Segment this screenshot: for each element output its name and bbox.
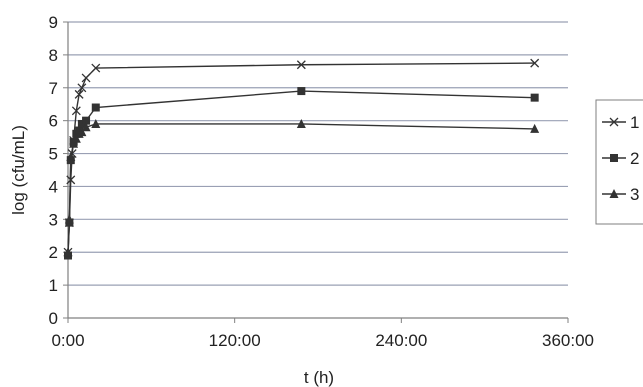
data-point <box>71 106 81 116</box>
data-point <box>296 60 306 70</box>
data-point <box>91 103 100 112</box>
legend-marker <box>610 154 618 162</box>
y-tick-label: 6 <box>49 112 58 131</box>
y-tick-label: 2 <box>49 243 58 262</box>
legend-item-1: 1 <box>602 113 639 132</box>
data-point <box>81 73 91 83</box>
legend-label: 3 <box>630 185 639 204</box>
legend: 1 2 3 <box>595 99 643 225</box>
y-tick-label: 5 <box>49 145 58 164</box>
data-point <box>297 87 306 96</box>
data-point <box>530 58 540 68</box>
series-group <box>63 58 540 260</box>
data-point <box>66 151 76 161</box>
data-point <box>74 89 84 99</box>
legend-label: 1 <box>630 113 639 132</box>
y-tick-label: 9 <box>49 13 58 32</box>
y-tick-label: 4 <box>49 177 58 196</box>
data-point <box>71 133 81 143</box>
x-tick-label: 360:00 <box>542 331 594 350</box>
data-point <box>91 63 101 73</box>
grid-lines <box>68 21 568 286</box>
series-3 <box>63 118 540 257</box>
x-axis-title: t (h) <box>304 368 334 387</box>
x-tick-label: 240:00 <box>375 331 427 350</box>
data-point <box>81 122 91 132</box>
data-point <box>82 116 91 125</box>
x-tick-label: 120:00 <box>209 331 261 350</box>
data-point <box>69 138 79 148</box>
series-2 <box>64 87 539 260</box>
legend-item-2: 2 <box>602 149 639 168</box>
y-tick-label: 1 <box>49 276 58 295</box>
series-line <box>67 123 535 253</box>
data-point <box>77 83 87 93</box>
legend-marker <box>609 117 619 127</box>
tick-labels: 0 1 2 3 4 5 6 7 8 9 0:00 120:00 240:00 360:00 <box>49 13 594 350</box>
axes <box>63 21 569 323</box>
y-tick-label: 7 <box>49 79 58 98</box>
data-point <box>63 247 73 257</box>
data-point <box>77 119 86 128</box>
legend-box <box>595 99 643 225</box>
series-line <box>67 90 535 256</box>
x-tick-label: 0:00 <box>51 331 84 350</box>
legend-label: 2 <box>630 149 639 168</box>
data-point <box>530 93 539 102</box>
data-point <box>296 118 306 128</box>
legend-marker <box>609 189 619 198</box>
data-point <box>77 127 87 137</box>
data-point <box>91 118 101 128</box>
y-tick-label: 8 <box>49 46 58 65</box>
y-tick-label: 0 <box>49 309 58 328</box>
data-point <box>64 214 74 224</box>
data-point <box>530 123 540 133</box>
legend-item-3: 3 <box>602 185 639 204</box>
y-axis-title: log (cfu/mL) <box>9 125 28 215</box>
y-tick-label: 3 <box>49 210 58 229</box>
